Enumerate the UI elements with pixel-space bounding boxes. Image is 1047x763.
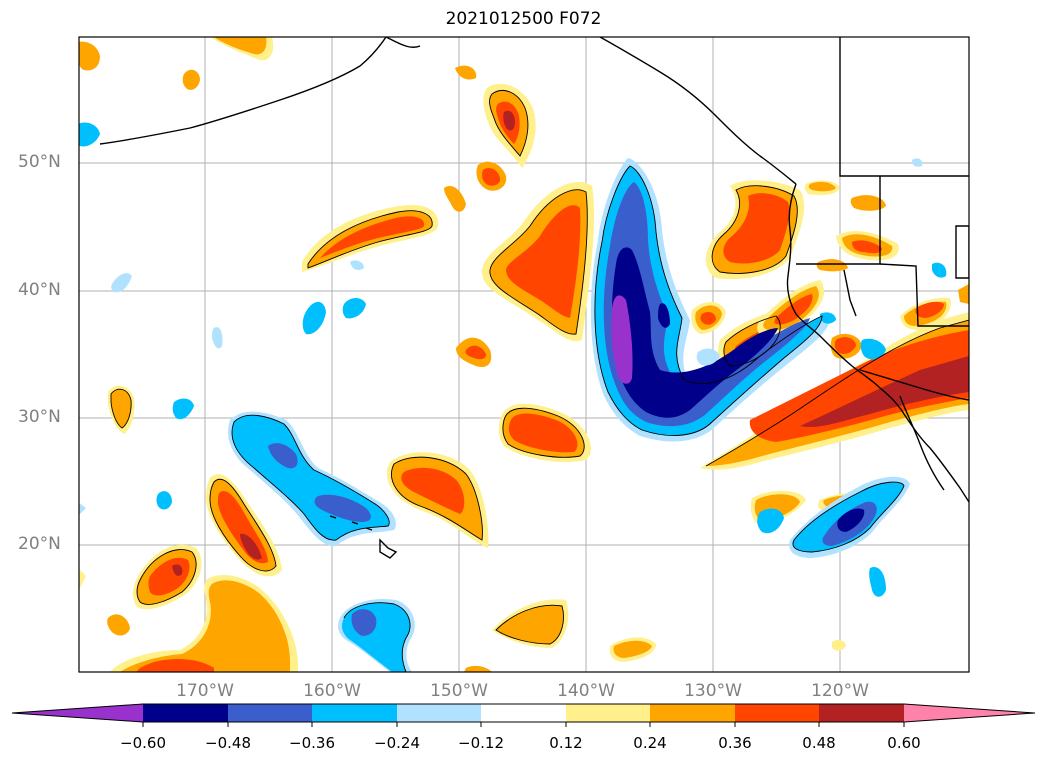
colorbar-bin-2	[228, 704, 312, 722]
colorbar-extend-high	[904, 704, 1035, 722]
lon-label-120w: 120°W	[811, 681, 869, 701]
coastlines-and-borders	[99, 37, 969, 559]
colorbar-bin-1	[143, 704, 228, 722]
colorbar-bin-7	[650, 704, 735, 722]
map-plot-area	[79, 37, 969, 672]
colorbar-tick-label: −0.24	[374, 734, 420, 752]
colorbar-bin-3	[312, 704, 397, 722]
negative-anomaly-areas	[79, 122, 947, 672]
lat-label-40n: 40°N	[18, 280, 61, 300]
lat-label-50n: 50°N	[18, 152, 61, 172]
colorbar-bin-4	[397, 704, 481, 722]
colorbar-tick-label: 0.36	[718, 734, 752, 752]
colorbar-tick-label: −0.48	[205, 734, 251, 752]
colorbar-tick-label: −0.36	[289, 734, 335, 752]
lat-label-20n: 20°N	[18, 534, 61, 554]
lon-label-170w: 170°W	[176, 681, 234, 701]
map-title: 2021012500 F072	[445, 9, 602, 29]
colorbar-tick-label: −0.60	[120, 734, 166, 752]
lon-label-140w: 140°W	[557, 681, 615, 701]
lon-label-130w: 130°W	[684, 681, 742, 701]
contour-lines	[110, 90, 969, 672]
lat-label-30n: 30°N	[18, 407, 61, 427]
map-frame	[78, 36, 970, 673]
colorbar	[11, 703, 1036, 727]
lon-label-150w: 150°W	[430, 681, 488, 701]
colorbar-bin-6	[566, 704, 650, 722]
colorbar-tick-label: −0.12	[458, 734, 504, 752]
lon-label-160w: 160°W	[303, 681, 361, 701]
colorbar-tick-label: 0.12	[549, 734, 583, 752]
colorbar-tick-label: 0.24	[633, 734, 667, 752]
colorbar-bin-9	[819, 704, 904, 722]
colorbar-bin-5	[481, 704, 566, 722]
colorbar-tick-label: 0.60	[887, 734, 921, 752]
colorbar-bin-8	[735, 704, 819, 722]
colorbar-extend-low	[12, 704, 143, 722]
colorbar-tick-label: 0.48	[802, 734, 836, 752]
